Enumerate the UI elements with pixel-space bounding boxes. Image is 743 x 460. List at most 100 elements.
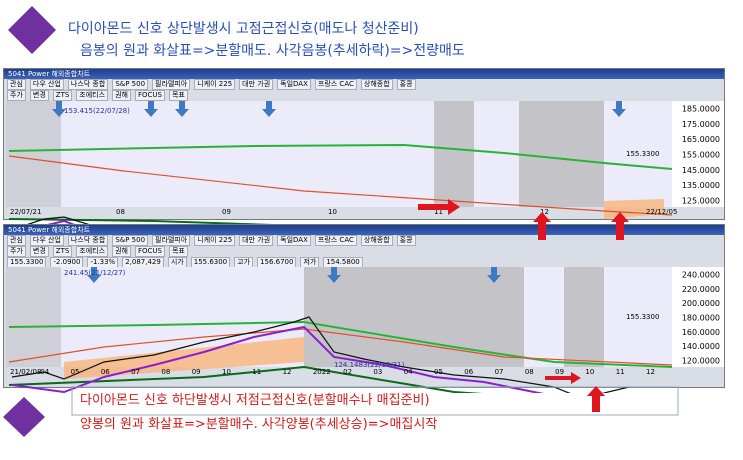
x-tick-label: 02 xyxy=(343,368,352,376)
market-button[interactable]: 니케이 225 xyxy=(194,235,236,246)
market-button[interactable]: 홍콩 xyxy=(396,235,416,246)
y-tick-label: 120.0000 xyxy=(682,357,720,366)
market-button[interactable]: 대만 가권 xyxy=(239,79,274,90)
tool-button[interactable]: 권해 xyxy=(112,246,131,257)
price-line xyxy=(11,316,630,393)
market-bar: 관심 다우 산업 나스닥 종합 S&P 500 필라델피아 니케이 225 대만 가권 독일D… xyxy=(4,79,724,90)
signal-arrow xyxy=(175,101,189,117)
x-tick-label: 07 xyxy=(131,368,140,376)
x-tick-label: 11 xyxy=(252,368,261,376)
market-button[interactable]: 관심 xyxy=(7,79,26,90)
plot: 240.0000 220.0000 200.0000 180.0000 160.0000… xyxy=(6,267,724,393)
market-button[interactable]: 나스닥 종합 xyxy=(67,235,109,246)
tool-button[interactable]: 주가 xyxy=(7,90,26,101)
plot-bg-left xyxy=(6,101,61,207)
market-button[interactable]: S&P 500 xyxy=(112,79,149,90)
tool-button[interactable]: 주가 xyxy=(7,246,26,257)
y-tick-label: 125.0000 xyxy=(682,197,720,206)
market-button[interactable]: 상해종합 xyxy=(360,235,393,246)
tool-button[interactable]: 변경 xyxy=(29,90,49,101)
market-button[interactable]: 관심 xyxy=(7,235,26,246)
x-tick-label: 10 xyxy=(585,368,594,376)
market-button[interactable]: 프랑스 CAC xyxy=(314,235,357,246)
diamond-top xyxy=(8,6,56,54)
y-tick-label: 200.0000 xyxy=(682,299,720,308)
x-tick-label: 10 xyxy=(222,368,231,376)
market-button[interactable]: S&P 500 xyxy=(112,235,149,246)
header-line1: 다이아몬드 신호 상단발생시 고점근접신호(매도나 청산준비) xyxy=(68,21,419,37)
y-tick-label: 165.0000 xyxy=(682,135,720,144)
signal-arrow xyxy=(87,267,101,283)
x-tick-label: 06 xyxy=(464,368,473,376)
tool-button[interactable]: ZTS xyxy=(52,246,73,257)
x-tick-label: 03 xyxy=(373,368,382,376)
market-button[interactable]: 상해종합 xyxy=(360,79,393,90)
market-button[interactable]: 다우 산업 xyxy=(29,235,64,246)
x-tick-label: 10 xyxy=(328,208,337,216)
footer-line2: 양봉의 원과 화살표=>분할매수. 사각양봉(추세상승)=>매집시작 xyxy=(80,417,438,432)
x-tick-label: 22/07/21 xyxy=(10,208,41,216)
tool-bar: 주가 변경 ZTS 조에티스 권해 FOCUS 목표 xyxy=(4,90,724,101)
market-button[interactable]: 니케이 225 xyxy=(194,79,236,90)
tool-button[interactable]: 목표 xyxy=(168,90,188,101)
x-tick-label: 12 xyxy=(540,208,549,216)
x-tick-label: 05 xyxy=(71,368,80,376)
market-button[interactable]: 대만 가권 xyxy=(239,235,274,246)
y-axis-bg xyxy=(672,267,724,367)
tool-button[interactable]: 변경 xyxy=(29,246,49,257)
plot: 185.0000 175.0000 165.0000 155.0000 145.0000… xyxy=(6,101,724,233)
ma-dark-green xyxy=(8,365,483,393)
x-tick-label: 06 xyxy=(101,368,110,376)
x-tick-label: 12 xyxy=(646,368,655,376)
market-button[interactable]: 독일DAX xyxy=(277,79,311,90)
market-button[interactable]: 독일DAX xyxy=(277,235,311,246)
chart-window: 5041 Power 해외종합차트 관심 다우 산업 나스닥 종합 S&P 500 필라델… xyxy=(3,224,725,393)
shade xyxy=(434,101,474,207)
ma-dark-green xyxy=(8,218,401,233)
ma-green xyxy=(8,143,673,170)
price-label: 155.3300 xyxy=(626,150,659,158)
market-button[interactable]: 나스닥 종합 xyxy=(67,79,109,90)
tool-button[interactable]: 조에티스 xyxy=(76,246,109,257)
tool-button[interactable]: 권해 xyxy=(112,90,131,101)
x-tick-label: 09 xyxy=(555,368,564,376)
market-button[interactable]: 다우 산업 xyxy=(29,79,64,90)
market-button[interactable]: 필라델피아 xyxy=(152,79,191,90)
y-tick-label: 240.0000 xyxy=(682,271,720,280)
ma-green xyxy=(8,320,673,368)
y-axis-bg xyxy=(672,101,724,207)
extreme-label: 153.415(22/07/28) xyxy=(64,107,130,115)
y-tick-label: 185.0000 xyxy=(682,105,720,114)
x-tick-label: 11 xyxy=(434,208,443,216)
x-tick-label: 2022 xyxy=(313,368,331,376)
x-tick-label: 08 xyxy=(161,368,170,376)
signal-arrow xyxy=(327,267,341,283)
x-tick-label: 07 xyxy=(495,368,504,376)
red-arrow xyxy=(587,386,605,412)
market-button[interactable]: 홍콩 xyxy=(396,79,416,90)
y-tick-label: 135.0000 xyxy=(682,181,720,190)
chart-window: 5041 Power 해외종합차트 관심 다우 산업 나스닥 종합 S&P 500 필라델… xyxy=(3,68,725,233)
tool-button[interactable]: ZTS xyxy=(52,90,73,101)
market-button[interactable]: 필라델피아 xyxy=(152,235,191,246)
signal-arrow xyxy=(52,101,66,117)
red-arrow xyxy=(533,212,551,240)
ma-orange xyxy=(8,328,673,366)
ma-orange xyxy=(8,155,673,216)
window-title: 5041 Power 해외종합차트 xyxy=(4,225,724,235)
footer-line1: 다이아몬드 신호 하단발생시 저점근접신호(분할매수나 매집준비) xyxy=(80,393,430,408)
x-tick-label: 04 xyxy=(40,368,49,376)
tool-button[interactable]: 목표 xyxy=(168,246,188,257)
signal-arrow xyxy=(612,101,626,117)
tool-button[interactable]: 조에티스 xyxy=(76,90,109,101)
tool-button[interactable]: FOCUS xyxy=(134,246,165,257)
market-button[interactable]: 프랑스 CAC xyxy=(314,79,357,90)
y-tick-label: 145.0000 xyxy=(682,166,720,175)
header-line2: 음봉의 원과 화살표=>분할매도. 사각음봉(추세하락)=>전량매도 xyxy=(80,43,465,59)
window-title: 5041 Power 해외종합차트 xyxy=(4,69,724,79)
extreme-label: 241.45(21/12/27) xyxy=(64,269,126,277)
x-tick-label: 21/02/08 xyxy=(10,368,41,376)
signal-arrow xyxy=(262,101,276,117)
x-tick-label: 08 xyxy=(116,208,125,216)
